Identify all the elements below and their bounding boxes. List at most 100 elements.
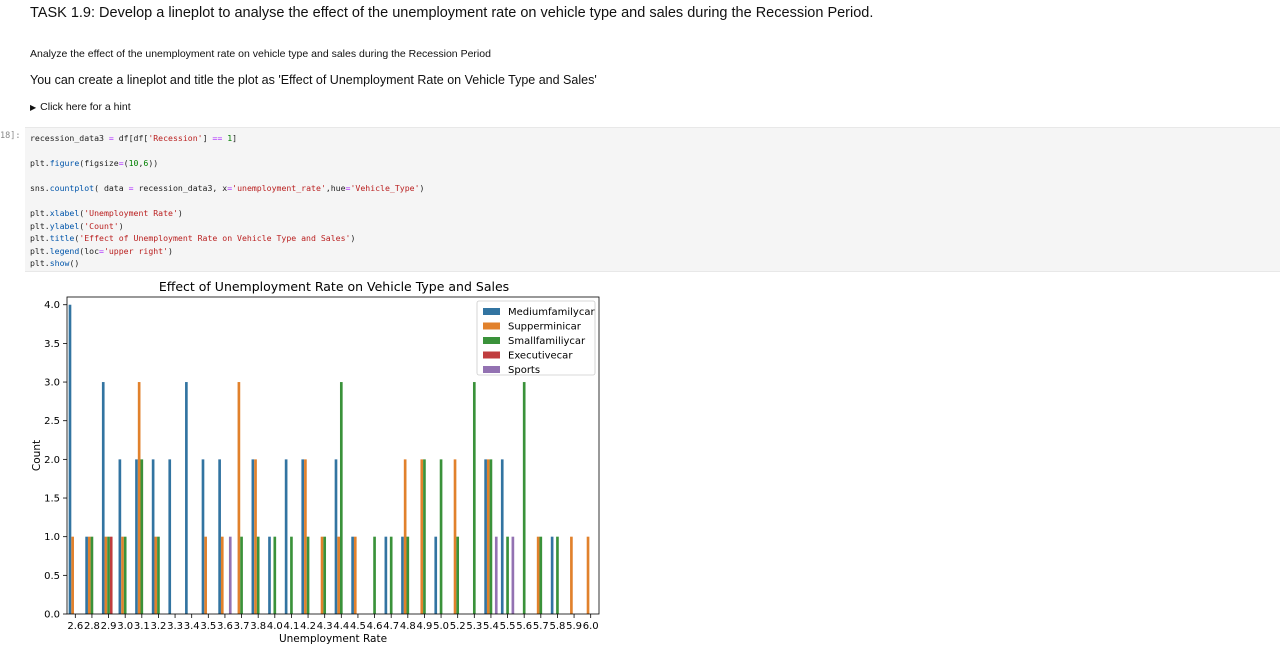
bar-mediumfamilycar [101,382,105,614]
bar-supperminicar [570,536,573,614]
x-tick-label: 3.4 [184,621,200,632]
x-tick-label: 4.2 [300,621,316,632]
x-tick-label: 4.4 [333,621,349,632]
y-tick-label: 2.5 [44,416,60,427]
bar-mediumfamilycar [201,459,205,614]
bar-supperminicar [71,536,74,614]
bar-smallfamiliycar [306,536,310,614]
bar-smallfamiliycar [389,536,393,614]
legend-swatch [483,366,500,373]
x-tick-label: 6.0 [583,621,599,632]
x-tick-label: 4.5 [350,621,366,632]
x-tick-label: 4.8 [400,621,416,632]
x-tick-label: 2.9 [101,621,117,632]
bar-supperminicar [254,459,257,614]
plot-frame [66,296,600,615]
x-tick-label: 4.3 [317,621,333,632]
bar-smallfamiliycar [240,536,243,614]
legend-item-label: Supperminicar [508,322,582,333]
bar-sports [511,536,515,614]
x-axis-label: Unemployment Rate [279,633,387,645]
x-tick-label: 5.5 [500,621,516,632]
code-line: plt.show() [30,258,80,268]
cell-prompt: 18]: [0,131,21,141]
x-tick-label: 4.6 [367,621,383,632]
legend-swatch [483,351,500,359]
bar-smallfamiliycar [456,536,460,614]
bar-smallfamiliycar [256,536,260,614]
bar-smallfamiliycar [522,382,526,614]
y-tick-label: 2.0 [44,455,60,466]
bar-smallfamiliycar [323,536,327,614]
task-description: Analyze the effect of the unemployment r… [30,48,491,60]
bar-smallfamiliycar [157,536,160,614]
bar-mediumfamilycar [168,459,172,614]
bar-mediumfamilycar [251,459,255,614]
chart-title: Effect of Unemployment Rate on Vehicle T… [159,279,509,294]
legend-item-label: Sports [508,365,540,376]
bar-mediumfamilycar [351,536,354,614]
bar-mediumfamilycar [384,536,388,614]
bar-smallfamiliycar [506,536,509,614]
x-tick-label: 3.8 [250,621,266,632]
bar-supperminicar [486,459,490,614]
code-line: sns.countplot( data = recession_data3, x… [30,183,425,193]
bar-sports [494,536,498,614]
bar-smallfamiliycar [472,382,476,614]
bar-mediumfamilycar [135,459,138,614]
bar-smallfamiliycar [107,536,110,614]
bar-supperminicar [337,536,340,614]
bar-mediumfamilycar [268,536,271,614]
bar-mediumfamilycar [218,459,221,614]
bar-smallfamiliycar [273,536,277,614]
bar-mediumfamilycar [85,536,88,614]
x-tick-label: 5.3 [466,621,482,632]
legend-item-label: Mediumfamilycar [508,307,595,318]
bar-supperminicar [536,536,540,614]
code-editor[interactable]: recession_data3 = df[df['Recession'] == … [30,132,1275,270]
code-line: recession_data3 = df[df['Recession'] == … [30,133,238,143]
x-tick-label: 4.9 [416,621,432,632]
bar-smallfamiliycar [140,459,144,614]
legend-swatch [483,308,500,315]
x-tick-label: 3.0 [117,621,133,632]
bar-executivecar [109,536,113,614]
x-tick-label: 2.8 [84,621,100,632]
bar-smallfamiliycar [290,536,293,614]
bar-mediumfamilycar [68,304,72,614]
y-tick-label: 0.5 [44,571,60,582]
legend-swatch [483,337,500,344]
legend-swatch [483,322,500,330]
x-tick-label: 5.6 [516,621,532,632]
x-tick-label: 3.6 [217,621,233,632]
bar-smallfamiliycar [423,459,426,614]
bar-mediumfamilycar [118,459,122,614]
bar-smallfamiliycar [339,382,343,614]
countplot-chart: 0.00.51.01.52.02.53.03.54.02.6 2.8 2.9 3.0 3… [31,279,600,645]
x-tick-label: 5.8 [549,621,565,632]
code-line: plt.xlabel('Unemployment Rate') [30,208,183,218]
bar-supperminicar [154,536,158,614]
bar-mediumfamilycar [151,459,155,614]
bar-mediumfamilycar [334,459,338,614]
bar-supperminicar [87,536,91,614]
code-cell[interactable]: recession_data3 = df[df['Recession'] == … [25,127,1280,272]
bar-supperminicar [104,536,108,614]
bar-smallfamiliycar [373,536,376,614]
x-tick-label: 5.7 [533,621,549,632]
bar-mediumfamilycar [550,536,554,614]
x-tick-label: 4.7 [383,621,399,632]
code-line: plt.legend(loc='upper right') [30,245,173,256]
x-tick-label: 3.2 [150,621,166,632]
code-line: plt.figure(figsize=(10,6)) [30,158,159,168]
bar-supperminicar [121,536,124,614]
bar-supperminicar [320,536,324,614]
x-tick-label: 3.3 [167,621,183,632]
task-instruction: You can create a lineplot and title the … [30,73,597,87]
legend-item-label: Smallfamiliycar [508,336,586,347]
bar-supperminicar [403,459,407,614]
task-heading: TASK 1.9: Develop a lineplot to analyse … [30,5,874,21]
y-tick-label: 0.0 [44,610,60,621]
bar-smallfamiliycar [439,459,443,614]
hint-toggle[interactable]: ▶ Click here for a hint [30,101,131,113]
